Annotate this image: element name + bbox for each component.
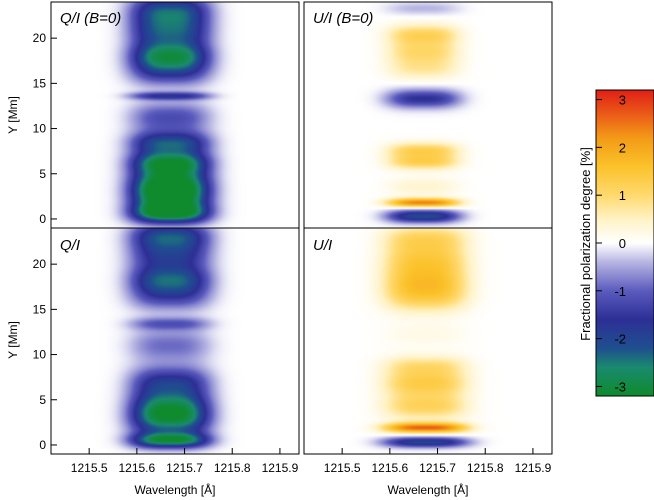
heatmap-ui-b0 xyxy=(304,2,552,228)
x-tick-label: 1215.9 xyxy=(515,461,552,475)
y-axis-label-top: Y [Mm] xyxy=(6,96,20,134)
x-tick-label: 1215.5 xyxy=(324,461,361,475)
colorbar-tick-label: 0 xyxy=(619,236,626,251)
y-axis-label-bottom: Y [Mm] xyxy=(6,321,20,359)
y-tick-label: 15 xyxy=(33,302,47,316)
y-tick-label: 0 xyxy=(39,438,46,452)
panel-title-qi-b0: Q/I (B=0) xyxy=(60,10,121,27)
colorbar: 3 2 1 0 -1 -2 -3 Fractional polarization degre… xyxy=(578,89,654,397)
y-tick-label: 20 xyxy=(33,31,47,45)
y-tick-label: 20 xyxy=(33,257,47,271)
y-tick-label: 5 xyxy=(39,393,46,407)
x-tick-label: 1215.7 xyxy=(419,461,456,475)
colorbar-tick-label: 1 xyxy=(619,188,626,203)
x-ticks-right: 1215.5 1215.6 1215.7 1215.8 1215.9 xyxy=(324,448,552,475)
frame-qi xyxy=(50,227,300,455)
x-tick-label: 1215.7 xyxy=(166,461,203,475)
y-tick-label: 5 xyxy=(39,167,46,181)
panel-title-ui: U/I xyxy=(313,237,332,254)
x-tick-label: 1215.5 xyxy=(71,461,108,475)
frame-ui xyxy=(303,227,553,455)
panel-title-ui-b0: U/I (B=0) xyxy=(313,10,373,27)
colorbar-label: Fractional polarization degree [%] xyxy=(578,147,593,341)
colorbar-tick-label: -3 xyxy=(614,379,626,394)
y-tick-label: 10 xyxy=(33,122,47,136)
colorbar-ticks: 3 2 1 0 -1 -2 -3 xyxy=(596,93,626,394)
x-tick-label: 1215.9 xyxy=(262,461,299,475)
heatmap-qi xyxy=(51,228,299,454)
y-tick-label: 10 xyxy=(33,348,47,362)
y-ticks-bottom: 0 5 10 15 20 xyxy=(33,257,57,452)
panel-ui: U/I 1215.5 1215.6 1215.7 1215.8 1215.9 Wavel… xyxy=(303,227,553,497)
heatmap-ui xyxy=(304,228,552,454)
x-axis-label-right: Wavelength [Å] xyxy=(388,482,469,497)
x-ticks-left: 1215.5 1215.6 1215.7 1215.8 1215.9 xyxy=(71,448,299,475)
y-ticks-top: 0 5 10 15 20 xyxy=(33,31,57,226)
colorbar-tick-label: -1 xyxy=(614,284,626,299)
x-axis-label-left: Wavelength [Å] xyxy=(135,482,216,497)
panel-qi-b0: Q/I (B=0) 0 5 10 15 20 Y [Mm] xyxy=(6,1,300,229)
x-tick-label: 1215.8 xyxy=(467,461,504,475)
y-tick-label: 15 xyxy=(33,76,47,90)
x-tick-label: 1215.6 xyxy=(371,461,408,475)
heatmap-qi-b0 xyxy=(51,2,299,228)
colorbar-tick-label: 3 xyxy=(619,93,626,108)
colorbar-gradient xyxy=(596,90,654,396)
y-tick-label: 0 xyxy=(39,212,46,226)
colorbar-tick-label: -2 xyxy=(614,332,626,347)
x-tick-label: 1215.6 xyxy=(118,461,155,475)
panel-title-qi: Q/I xyxy=(60,237,80,254)
x-tick-label: 1215.8 xyxy=(214,461,251,475)
panel-ui-b0: U/I (B=0) xyxy=(303,1,553,229)
colorbar-tick-label: 2 xyxy=(619,140,626,155)
